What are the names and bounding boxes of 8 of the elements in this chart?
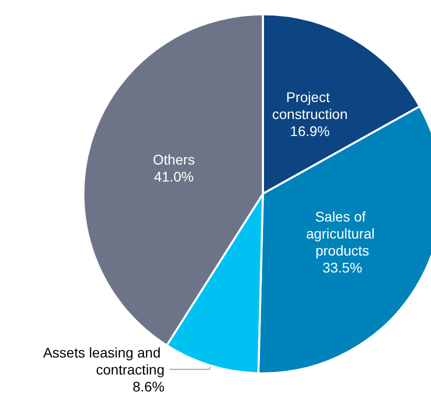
slice-label: Project construction (272, 88, 348, 122)
slice-label: Assets leasing and contracting (43, 344, 164, 378)
slice-label: Others (152, 151, 195, 168)
data-label: 41.0% (154, 168, 194, 184)
data-label: 16.9% (290, 122, 330, 139)
data-label: 8.6% (132, 378, 164, 394)
slice-label: Sales of agricultural products (306, 208, 378, 258)
data-label: 33.5% (322, 259, 362, 276)
